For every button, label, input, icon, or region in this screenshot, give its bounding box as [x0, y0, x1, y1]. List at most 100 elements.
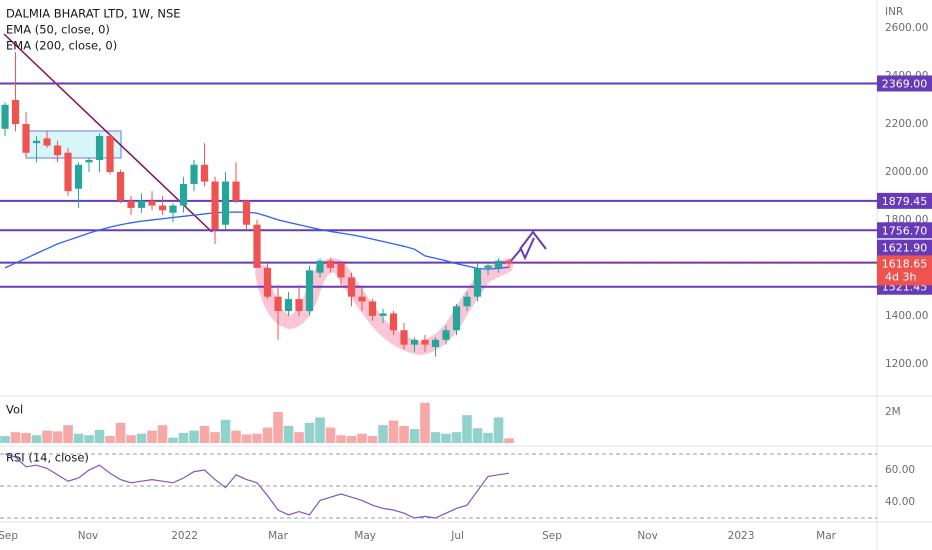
candle-body — [494, 260, 503, 268]
level-label: 1756.70 — [882, 224, 928, 237]
volume-bar — [10, 432, 21, 443]
volume-bar — [451, 432, 462, 443]
volume-bar — [220, 419, 231, 443]
volume-bar — [189, 430, 199, 443]
candle-body — [11, 100, 20, 124]
volume-tick-label: 2M — [885, 406, 901, 418]
level-label: 2369.00 — [882, 77, 928, 90]
volume-bar — [262, 427, 273, 443]
candle-body — [106, 135, 114, 172]
y-tick-label: 1400.00 — [885, 310, 928, 322]
candle-body — [1, 104, 9, 129]
candle-body — [242, 200, 251, 225]
candle-body — [190, 164, 198, 184]
volume-bar — [472, 428, 483, 443]
volume-bar — [178, 432, 189, 443]
volume-bar — [94, 429, 105, 443]
candle-body — [505, 260, 513, 264]
candle-body — [400, 330, 408, 345]
candle-body — [127, 200, 135, 208]
level-label-box — [877, 222, 932, 239]
candle-body — [232, 181, 240, 201]
legend-entry: EMA (200, close, 0) — [6, 39, 117, 53]
candle-body — [137, 200, 146, 208]
x-tick-label: Sep — [542, 530, 562, 542]
x-tick-label: Mar — [816, 530, 836, 542]
volume-bar — [504, 438, 514, 443]
candle-body — [389, 313, 398, 331]
candle-body — [116, 171, 125, 201]
arrow-head — [519, 230, 547, 250]
volume-bar — [126, 435, 136, 443]
candle-body — [326, 260, 335, 268]
candle-body — [431, 339, 440, 348]
last-price-box — [877, 255, 932, 286]
volume-bar — [105, 436, 115, 443]
candle-body — [484, 265, 492, 268]
volume-bar — [420, 402, 430, 443]
level-label: 1621.90 — [882, 242, 928, 255]
y-tick-label: 2600.00 — [885, 22, 928, 34]
arrow-path — [509, 237, 535, 263]
volume-bar — [315, 417, 325, 443]
candle-body — [452, 306, 461, 331]
x-tick-label: Sep — [0, 530, 18, 542]
volume-bar — [409, 429, 420, 443]
x-tick-label: 2022 — [171, 530, 198, 542]
x-tick-label: Nov — [78, 530, 99, 542]
volume-bar — [136, 433, 147, 443]
chart-title: DALMIA BHARAT LTD, 1W, NSE — [6, 7, 181, 21]
candle-body — [211, 181, 219, 230]
candle-body — [442, 330, 450, 340]
candle-body — [64, 152, 72, 192]
candle-body — [305, 270, 314, 312]
volume-bar — [168, 437, 178, 443]
candle-body — [421, 339, 429, 345]
volume-bar — [325, 427, 336, 443]
volume-bar — [84, 435, 94, 443]
volume-bar — [399, 425, 409, 443]
volume-bar — [367, 436, 378, 443]
volume-bar — [231, 430, 241, 443]
rsi-tick-label: 40.00 — [885, 496, 915, 508]
volume-bar — [336, 435, 346, 443]
candle-body — [379, 313, 387, 316]
volume-bar — [0, 436, 10, 443]
volume-bar — [388, 420, 399, 443]
x-tick-label: Nov — [637, 530, 658, 542]
currency: INR — [885, 6, 903, 18]
candle-body — [169, 205, 177, 213]
candle-body — [463, 296, 471, 307]
candle-body — [263, 267, 272, 297]
volume-bar — [115, 422, 126, 443]
volume-bar — [304, 422, 315, 443]
volume-bar — [294, 432, 304, 443]
candle-body — [410, 339, 419, 345]
y-tick-label: 1200.00 — [885, 358, 928, 370]
volume-bar — [346, 436, 357, 443]
candle-body — [179, 183, 188, 206]
level-label-box — [877, 192, 932, 209]
candle-body — [253, 224, 261, 268]
candle-body — [22, 123, 30, 153]
legend-entry: EMA (50, close, 0) — [6, 23, 110, 37]
x-tick-label: 2023 — [728, 530, 755, 542]
candle-body — [74, 164, 83, 189]
candle-body — [337, 263, 345, 278]
candle-body — [85, 159, 93, 163]
candle-body — [53, 145, 62, 156]
y-tick-label: 2000.00 — [885, 166, 928, 178]
volume-bar — [357, 433, 367, 443]
candle-body — [368, 301, 377, 316]
volume-bar — [430, 432, 441, 443]
volume-bar — [241, 434, 252, 443]
candle-body — [347, 277, 356, 297]
x-tick-label: Jul — [450, 530, 464, 542]
level-label-box — [877, 239, 932, 256]
volume-bar — [210, 432, 220, 443]
y-tick-label: 2200.00 — [885, 118, 928, 130]
volume-bar — [252, 433, 262, 443]
volume-bar — [462, 415, 472, 443]
